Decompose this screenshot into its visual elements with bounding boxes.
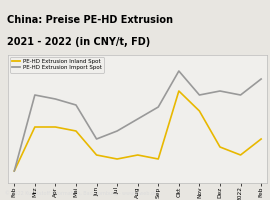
Legend: PE-HD Extrusion Inland Spot, PE-HD Extrusion Import Spot: PE-HD Extrusion Inland Spot, PE-HD Extru… bbox=[10, 57, 104, 72]
Text: © 2022 Kunststoff Information, Bad Homburg - www.kiweb.de: © 2022 Kunststoff Information, Bad Hombu… bbox=[5, 190, 157, 196]
Text: China: Preise PE-HD Extrusion: China: Preise PE-HD Extrusion bbox=[7, 15, 173, 25]
Text: 2021 - 2022 (in CNY/t, FD): 2021 - 2022 (in CNY/t, FD) bbox=[7, 37, 150, 47]
